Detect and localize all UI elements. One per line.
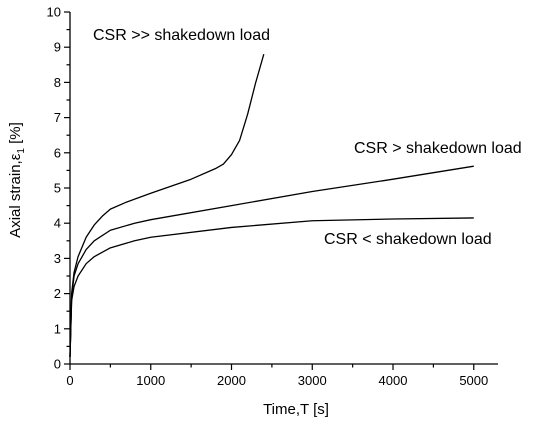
y-tick-label: 7 (54, 110, 61, 125)
annotation-csr-less: CSR < shakedown load (324, 231, 492, 248)
y-tick-label: 9 (54, 40, 61, 55)
curve-2 (69, 217, 474, 357)
tick-labels: 0 1000 2000 3000 4000 5000 0 1 2 3 4 5 6 7 8 9 10 (47, 5, 489, 389)
y-tick-label: 3 (54, 251, 61, 266)
y-axis-title: Axial strain,ε1 [%] (7, 122, 27, 238)
y-tick-label: 5 (54, 181, 61, 196)
y-axis-title-main: Axial strain,ε (7, 153, 24, 238)
y-tick-label: 4 (54, 216, 61, 231)
annotation-csr-much-greater: CSR >> shakedown load (93, 27, 270, 44)
x-tick-label: 2000 (217, 373, 246, 388)
y-tick-label: 1 (54, 321, 61, 336)
x-tick-label: 4000 (379, 373, 408, 388)
y-tick-label: 6 (54, 145, 61, 160)
y-tick-label: 10 (47, 5, 61, 20)
y-axis-title-subscript: 1 (16, 148, 27, 154)
y-tick-label: 0 (54, 357, 61, 372)
curve-0 (69, 54, 265, 357)
curves (69, 54, 474, 357)
annotation-csr-greater: CSR > shakedown load (354, 140, 522, 157)
x-axis-title: Time,T [s] (263, 401, 329, 418)
y-axis-title-unit: [%] (7, 122, 24, 148)
x-tick-label: 3000 (298, 373, 327, 388)
curve-1 (69, 165, 474, 357)
y-tick-label: 8 (54, 75, 61, 90)
x-tick-label: 1000 (136, 373, 165, 388)
axis-ticks (64, 11, 475, 370)
x-tick-label: 0 (66, 373, 73, 388)
y-tick-label: 2 (54, 286, 61, 301)
x-tick-label: 5000 (459, 373, 488, 388)
